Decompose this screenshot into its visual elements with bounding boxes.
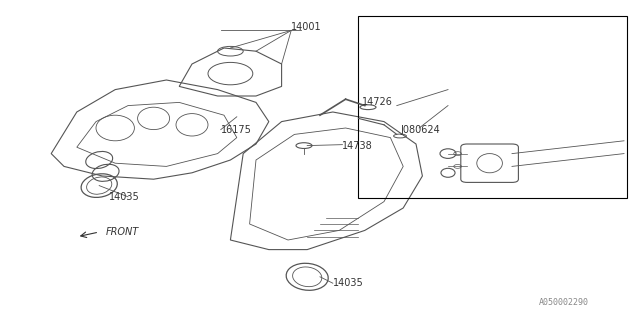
Text: 14001: 14001 — [291, 22, 322, 32]
Text: 14738: 14738 — [342, 140, 373, 151]
Text: FRONT: FRONT — [106, 227, 139, 237]
Text: 16175: 16175 — [221, 124, 252, 135]
Text: 14035: 14035 — [333, 278, 364, 288]
Text: 14035: 14035 — [109, 192, 140, 202]
Text: J080624: J080624 — [400, 124, 440, 135]
Text: A050002290: A050002290 — [539, 298, 589, 307]
Text: 14726: 14726 — [362, 97, 392, 108]
